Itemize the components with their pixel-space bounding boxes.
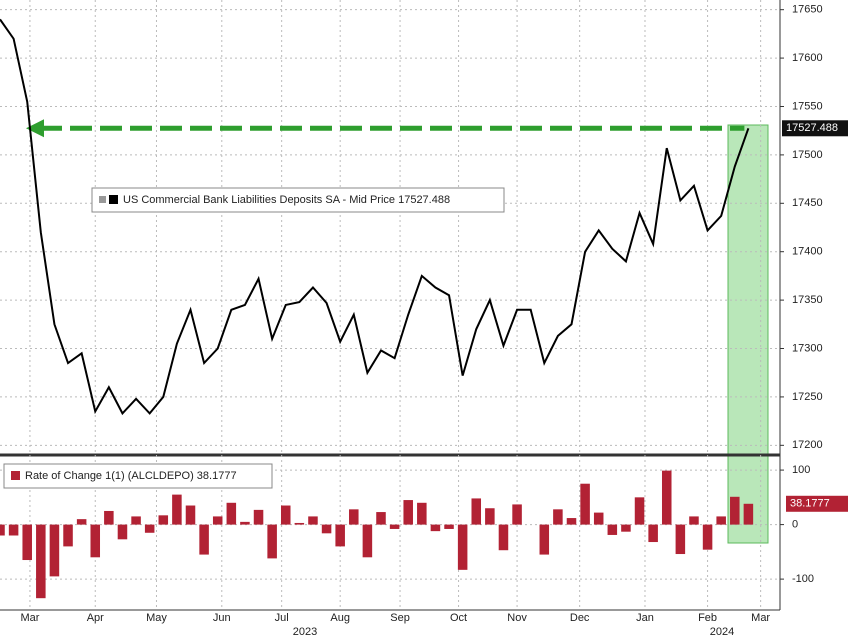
bar [702,524,713,550]
bar [117,524,128,540]
bar [607,524,618,535]
bar [49,524,60,577]
bar [362,524,373,558]
bar [280,505,291,525]
year-label: 2024 [710,626,734,638]
bar [63,524,73,547]
y-tick-label: -100 [792,573,814,585]
x-tick-label: Feb [698,612,717,624]
bar [104,510,114,525]
bar [675,524,686,555]
y-tick-label: 17400 [792,246,823,258]
bar [8,524,19,536]
year-label: 2023 [293,626,317,638]
x-tick-label: Mar [751,612,770,624]
bar [634,497,645,525]
bar [158,515,169,525]
bar [512,504,522,525]
bar [539,524,550,555]
legend-swatch [99,196,106,203]
y-tick-label: 17650 [792,4,823,16]
bar [308,516,318,525]
bar [389,524,400,529]
bar [185,505,196,525]
last-value-box [782,120,848,137]
y-tick-label: 17600 [792,52,823,64]
bar [36,524,46,599]
bar [430,524,441,532]
last-value-label: 17527.488 [786,122,838,134]
bar [349,509,359,525]
legend-box [3,463,273,489]
x-tick-label: Apr [87,612,104,624]
bar [661,470,672,525]
x-tick-label: Dec [570,612,590,624]
line-series [0,18,750,416]
bar [376,512,386,525]
x-tick-label: Oct [450,612,467,624]
bar [553,509,563,525]
bar [0,524,5,536]
x-tick-label: Mar [20,612,39,624]
bar [716,516,726,525]
last-value-label: 38.1777 [790,498,830,510]
bar [730,496,740,525]
y-tick-label: 17350 [792,294,823,306]
bar [498,524,509,551]
y-tick-label: 17200 [792,439,823,451]
last-value-box [786,495,848,512]
bar [253,509,264,525]
legend-label: Rate of Change 1(1) (ALCLDEPO) 38.1777 [25,470,237,482]
bar [172,494,182,525]
y-tick-label: 17250 [792,391,823,403]
x-tick-label: Jun [213,612,231,624]
bar [76,519,87,525]
x-tick-label: Sep [390,612,410,624]
bar [267,524,277,559]
bar [648,524,658,543]
x-tick-label: Aug [330,612,350,624]
legend-label: US Commercial Bank Liabilities Deposits … [123,194,450,206]
bar [593,512,604,525]
bar [226,502,237,525]
x-tick-label: May [146,612,167,624]
bar [743,503,754,525]
x-tick-label: Jul [275,612,289,624]
legend-box [91,187,505,213]
bar [485,508,495,525]
highlight-band [727,124,769,544]
arrow-head [26,119,44,138]
bar [240,521,250,525]
bar [457,524,468,570]
bar [212,516,223,525]
y-tick-label: 17300 [792,342,823,354]
bar [417,502,427,525]
bar [321,524,332,534]
bar [689,516,699,525]
y-tick-label: 17450 [792,197,823,209]
bar [335,524,345,547]
bar [144,524,155,533]
bar [566,518,577,525]
bar [580,483,590,525]
bar [90,524,101,558]
bar [22,524,32,561]
y-tick-label: 0 [792,519,798,531]
y-tick-label: 17500 [792,149,823,161]
bar [294,522,305,525]
legend-swatch [109,195,118,204]
bar [471,498,482,525]
bar [444,524,454,529]
legend-swatch [11,471,20,480]
bar [199,524,209,555]
y-tick-label: 100 [792,464,810,476]
bar [131,516,141,525]
y-tick-label: 17550 [792,100,823,112]
x-tick-label: Nov [507,612,527,624]
bar [403,500,413,525]
x-tick-label: Jan [636,612,654,624]
bar [621,524,631,532]
